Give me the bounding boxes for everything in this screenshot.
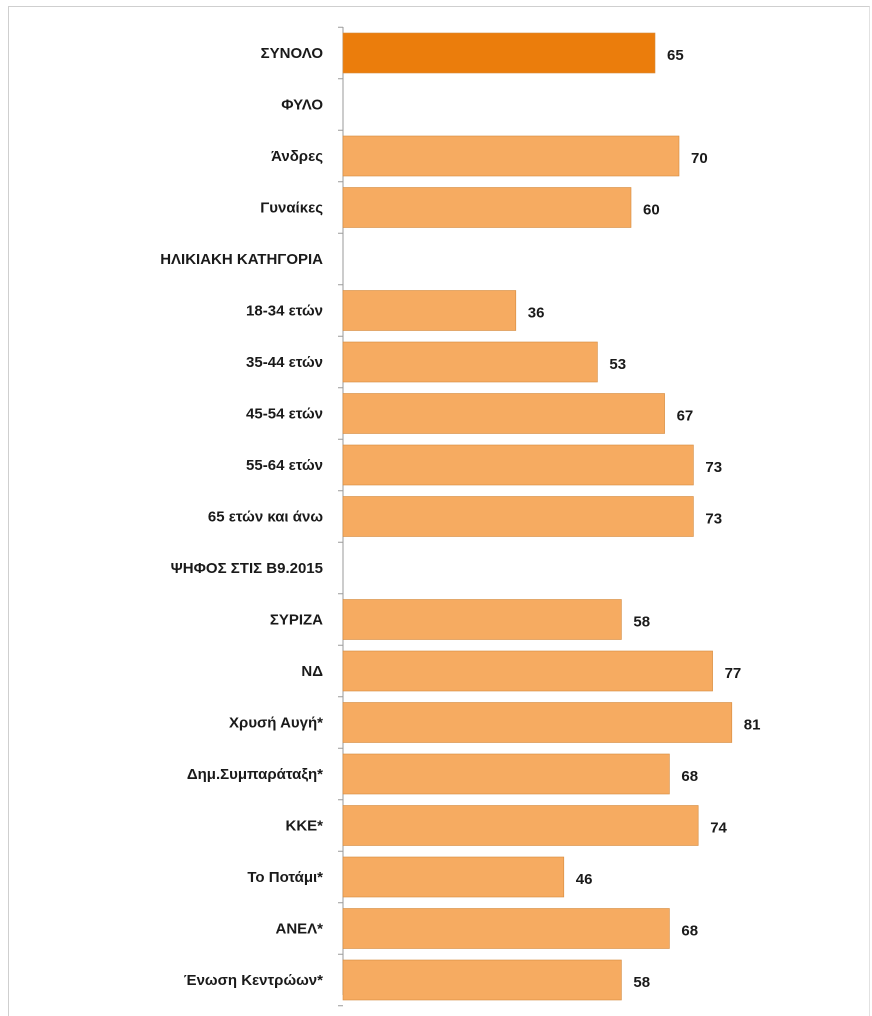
value-label: 46 — [576, 871, 593, 888]
category-label: 65 ετών και άνω — [208, 509, 323, 526]
labels-layer: ΣΥΝΟΛΟ 65 ΦΥΛΟ Άνδρες 70 Γυναίκες 60 ΗΛΙΚΙΑΚΗ Κ… — [160, 45, 760, 991]
category-label: Γυναίκες — [260, 200, 323, 217]
bar — [342, 290, 517, 331]
bar — [342, 135, 680, 177]
value-label: 58 — [633, 614, 650, 631]
value-label: 58 — [633, 974, 650, 991]
value-label: 74 — [710, 820, 727, 837]
bar — [342, 599, 622, 640]
category-label: ΑΝΕΛ* — [275, 921, 323, 938]
value-label: 77 — [725, 665, 742, 682]
bars-layer — [342, 32, 733, 1001]
bar — [342, 187, 632, 228]
category-label: ΝΔ — [301, 663, 323, 680]
category-label: 55-64 ετών — [246, 457, 323, 474]
value-label: 53 — [609, 356, 626, 373]
category-label: 45-54 ετών — [246, 406, 323, 423]
value-label: 73 — [705, 459, 722, 476]
bar — [342, 393, 665, 434]
bar — [342, 959, 622, 1001]
category-label: ΦΥΛΟ — [281, 97, 323, 114]
category-label: ΗΛΙΚΙΑΚΗ ΚΑΤΗΓΟΡΙΑ — [160, 251, 323, 268]
bar — [342, 702, 733, 743]
category-label: Άνδρες — [271, 148, 323, 165]
category-label: ΣΥΡΙΖΑ — [270, 612, 323, 629]
bar — [342, 444, 694, 486]
category-label: ΣΥΝΟΛΟ — [261, 45, 324, 62]
chart-frame — [8, 6, 870, 1016]
value-label: 36 — [528, 305, 545, 322]
bar — [342, 753, 670, 795]
value-label: 68 — [681, 768, 698, 785]
axis-layer — [338, 26, 344, 1007]
value-label: 60 — [643, 202, 660, 219]
value-label: 68 — [681, 923, 698, 940]
value-label: 81 — [744, 717, 761, 734]
category-label: Δημ.Συμπαράταξη* — [187, 766, 323, 783]
bar — [342, 856, 565, 898]
category-label: 18-34 ετών — [246, 303, 323, 320]
bar — [342, 805, 699, 846]
category-label: ΨΗΦΟΣ ΣΤΙΣ Β9.2015 — [171, 560, 323, 577]
value-label: 70 — [691, 150, 708, 167]
category-label: ΚΚΕ* — [285, 818, 323, 835]
bar — [342, 496, 694, 537]
value-label: 73 — [705, 511, 722, 528]
value-label: 67 — [677, 408, 694, 425]
bar — [342, 650, 713, 692]
bar — [342, 32, 656, 74]
category-label: Χρυσή Αυγή* — [229, 715, 323, 732]
category-label: Το Ποτάμι* — [247, 869, 323, 886]
value-label: 65 — [667, 47, 684, 64]
bar — [342, 341, 598, 383]
category-label: 35-44 ετών — [246, 354, 323, 371]
category-label: Ένωση Κεντρώων* — [184, 972, 323, 989]
bar — [342, 908, 670, 949]
